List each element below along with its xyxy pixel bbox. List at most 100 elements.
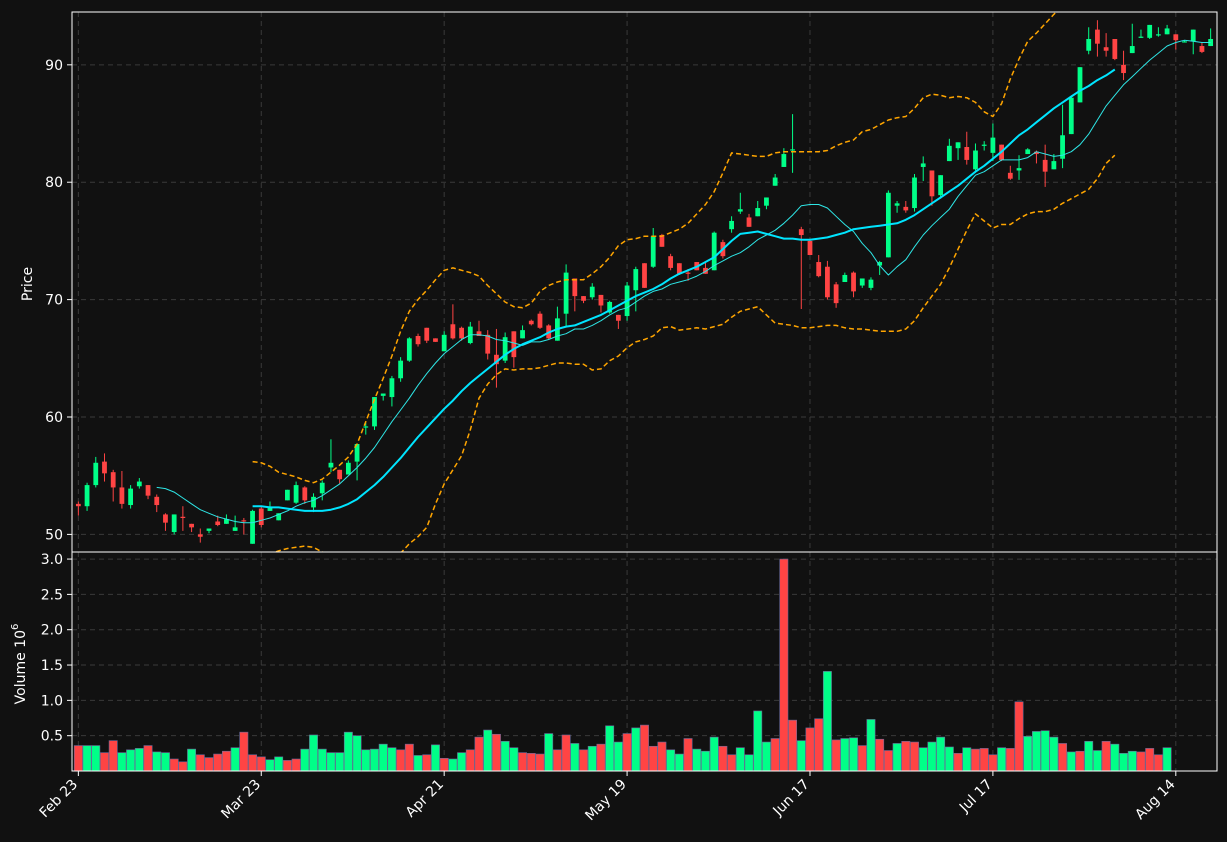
volume-tick-label: 2.5 [41,587,63,603]
candle-body [825,266,830,298]
volume-bar [631,727,641,771]
candle-body [441,334,447,352]
candle-body [380,393,386,396]
volume-bar [256,756,266,771]
candle-body [485,334,491,354]
candle-body [424,327,430,341]
candle-body [964,147,970,160]
volume-bar [831,739,841,771]
candle-body [676,263,682,274]
candle-body [459,327,464,339]
volume-bar [866,719,876,771]
volume-bar [744,754,754,771]
volume-bar [221,750,231,771]
volume-axis-exponent: 6 [10,624,21,630]
volume-axis-label: Volume [13,652,29,704]
candle-body [1190,29,1196,42]
candle-body [816,262,822,277]
price-tick-label: 90 [45,58,63,74]
candle-body [1051,161,1057,170]
candle-body [615,314,621,321]
volume-bar [239,731,249,771]
volume-bar [500,741,510,771]
volume-bar [352,735,362,771]
candle-body [224,519,229,524]
candle-body [903,206,909,211]
candle-body [729,220,734,230]
upper-band-line [252,12,1058,484]
candle-body [302,487,308,501]
volume-bar [1136,751,1146,771]
volume-bar [117,752,127,771]
candle-body [537,313,543,328]
price-tick-label: 50 [45,527,63,543]
candle-body [1147,24,1153,38]
candle-body [946,145,952,162]
candle-body [790,149,795,151]
volume-bar [143,745,153,771]
candle-body [372,397,377,427]
volume-bar [178,761,188,771]
candle-body [267,507,273,511]
volume-bar [1092,750,1102,771]
volume-bar [439,757,449,771]
candle-body [1173,34,1179,41]
volume-bar [187,748,197,771]
candle-body [563,272,569,314]
candle-body [450,324,456,339]
candle-body [75,503,81,507]
candle-body [354,444,360,462]
volume-bar [788,719,798,771]
volume-bar [718,745,728,771]
volume-bar [570,743,580,771]
candle-body [154,496,160,506]
volume-bar [326,752,336,771]
candle-body [1199,46,1205,52]
candle-body [851,272,856,292]
volume-bar [709,736,719,771]
candle-body [284,489,290,501]
volume-bar [988,754,998,771]
candle-body [319,482,325,494]
candle-body [1007,172,1013,179]
candle-body [807,240,813,255]
volume-bar [849,737,858,771]
fast-moving-average-line [156,39,1211,524]
candle-body [433,338,438,342]
volume-bar [657,741,667,771]
candle-body [180,516,186,518]
volume-bar [840,738,850,771]
volume-bar [883,750,893,771]
volume-bar [300,748,310,771]
candle-body [250,510,255,544]
candle-body [1138,36,1144,38]
volume-bar [1023,736,1033,771]
slow-moving-average-line [252,68,1116,512]
volume-bar [927,741,937,771]
candle-body [894,203,900,206]
volume-bar [770,738,780,771]
candle-body [781,154,787,167]
candle-body [511,331,517,358]
price-tick-label: 80 [45,175,63,191]
candle-body [206,528,212,531]
volume-bar [291,758,301,771]
volume-bar [701,750,710,771]
volume-bar [265,759,275,771]
candle-body [650,236,656,267]
volume-bar [561,734,571,771]
volume-bar [692,748,702,771]
price-panel: 50 60 70 80 90 [45,11,1218,553]
volume-bar [1110,743,1120,771]
candle-body [589,286,595,298]
candle-body [1016,168,1022,171]
candle-body [415,336,421,345]
volume-bar [1119,753,1128,771]
candle-body [136,481,142,487]
candle-body [389,378,395,398]
candle-body [1095,29,1100,44]
volume-bar [335,752,345,771]
candle-body [163,514,168,523]
volume-bar [126,749,136,771]
volume-bar [1084,741,1094,771]
